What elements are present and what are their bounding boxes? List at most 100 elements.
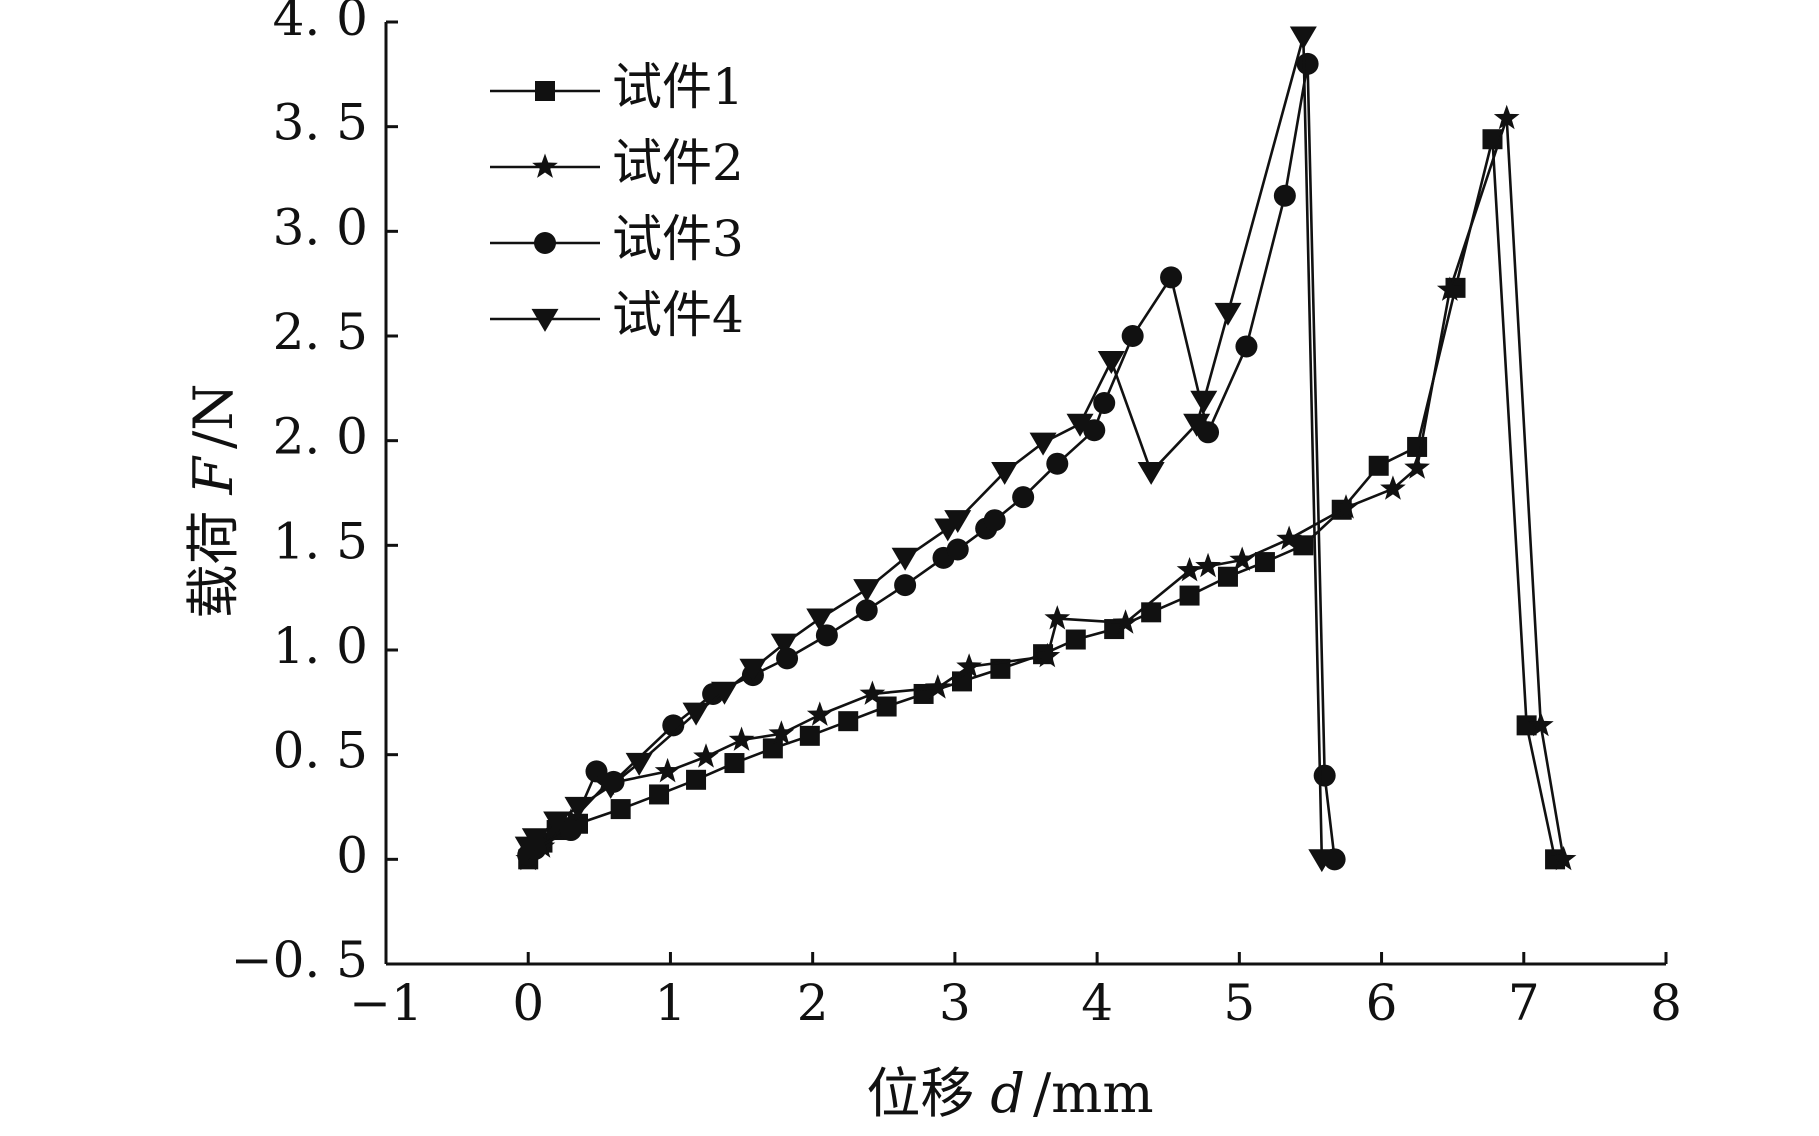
legend-label: 试件1 — [612, 58, 744, 116]
data-point — [776, 647, 799, 670]
x-tick-label: 3 — [939, 974, 971, 1032]
data-point — [682, 702, 710, 726]
data-point — [1516, 715, 1537, 736]
data-point — [1436, 276, 1463, 301]
x-tick-label: 6 — [1366, 974, 1398, 1032]
legend-marker — [531, 308, 559, 332]
data-point — [1528, 711, 1554, 737]
data-point — [855, 599, 878, 622]
data-point — [1308, 849, 1336, 873]
x-tick-label: 8 — [1650, 974, 1682, 1032]
data-point — [543, 811, 571, 835]
data-point — [1179, 585, 1200, 606]
x-tick-label: 0 — [512, 974, 544, 1032]
legend-item: 试件4 — [490, 286, 744, 344]
data-point — [654, 757, 681, 783]
y-tick-label: −0. 5 — [231, 931, 368, 989]
data-point — [1214, 302, 1242, 326]
y-tick-label: 4. 0 — [273, 0, 368, 47]
series-4 — [514, 26, 1336, 873]
legend-marker — [534, 232, 556, 254]
data-point — [924, 674, 951, 699]
data-point — [799, 725, 820, 746]
data-point — [770, 633, 798, 657]
data-point — [806, 701, 833, 726]
data-point — [891, 547, 919, 571]
data-point — [1093, 391, 1116, 414]
data-point — [768, 720, 795, 745]
data-point — [1195, 552, 1221, 578]
series-2 — [515, 104, 1577, 871]
data-point — [1493, 104, 1520, 130]
data-point — [1190, 390, 1218, 414]
legend-label: 试件3 — [612, 210, 744, 268]
data-point — [1121, 325, 1144, 347]
data-point — [1141, 602, 1162, 623]
data-point — [1065, 629, 1086, 650]
data-point — [944, 510, 972, 534]
legend-label: 试件2 — [612, 134, 744, 192]
data-point — [1197, 421, 1220, 444]
data-point — [559, 819, 582, 842]
data-point — [1034, 642, 1061, 668]
data-point — [724, 753, 745, 774]
legend-item: 试件2 — [490, 134, 744, 192]
data-point — [838, 711, 859, 732]
data-point — [739, 658, 767, 682]
legend-item: 试件1 — [490, 58, 744, 116]
data-point — [956, 653, 982, 678]
x-tick-label: 1 — [655, 974, 687, 1032]
data-point — [1550, 845, 1577, 871]
data-point — [1046, 452, 1069, 475]
x-tick-label: 4 — [1081, 974, 1113, 1032]
data-point — [1160, 266, 1183, 289]
legend: 试件1 试件2 试件3 试件4 — [490, 58, 744, 344]
y-tick-label: 2. 5 — [273, 303, 368, 361]
data-point — [610, 799, 631, 820]
data-point — [1276, 525, 1302, 550]
data-point — [853, 579, 881, 603]
data-point — [1368, 455, 1389, 476]
y-tick-label: 3. 0 — [273, 198, 368, 256]
data-point — [1044, 605, 1071, 630]
data-point — [806, 608, 834, 632]
data-point — [894, 574, 917, 597]
data-point — [1137, 461, 1165, 485]
data-point — [1097, 350, 1125, 374]
data-point — [876, 696, 897, 717]
data-point — [762, 738, 783, 759]
legend-item: 试件3 — [490, 210, 744, 268]
data-point — [1407, 436, 1428, 457]
data-point — [597, 775, 625, 799]
data-point — [686, 769, 707, 790]
data-point — [859, 680, 886, 705]
y-tick-label: 3. 5 — [273, 94, 368, 152]
x-tick-label: −1 — [349, 974, 423, 1032]
data-point — [693, 743, 719, 768]
data-point — [728, 726, 755, 751]
y-tick-label: 1. 0 — [273, 617, 368, 675]
data-point — [1333, 494, 1359, 519]
data-point — [625, 752, 653, 776]
data-point — [1176, 556, 1203, 582]
data-point — [564, 796, 592, 820]
data-point — [1289, 26, 1317, 50]
data-point — [1112, 609, 1139, 634]
x-tick-label: 7 — [1508, 974, 1540, 1032]
y-tick-label: 2. 0 — [273, 408, 368, 466]
x-tick-label: 2 — [797, 974, 829, 1032]
data-point — [1296, 52, 1319, 75]
data-point — [1273, 184, 1296, 207]
data-point — [1229, 546, 1256, 571]
x-tick-label: 5 — [1223, 974, 1255, 1032]
data-point — [1083, 419, 1106, 442]
data-point — [662, 714, 685, 737]
data-point — [710, 681, 738, 705]
data-point — [1254, 552, 1275, 573]
data-point — [983, 509, 1006, 532]
data-point — [1380, 475, 1406, 500]
data-point — [1235, 335, 1258, 358]
data-point — [1029, 432, 1057, 456]
data-point — [815, 624, 838, 647]
data-point — [1012, 486, 1035, 509]
